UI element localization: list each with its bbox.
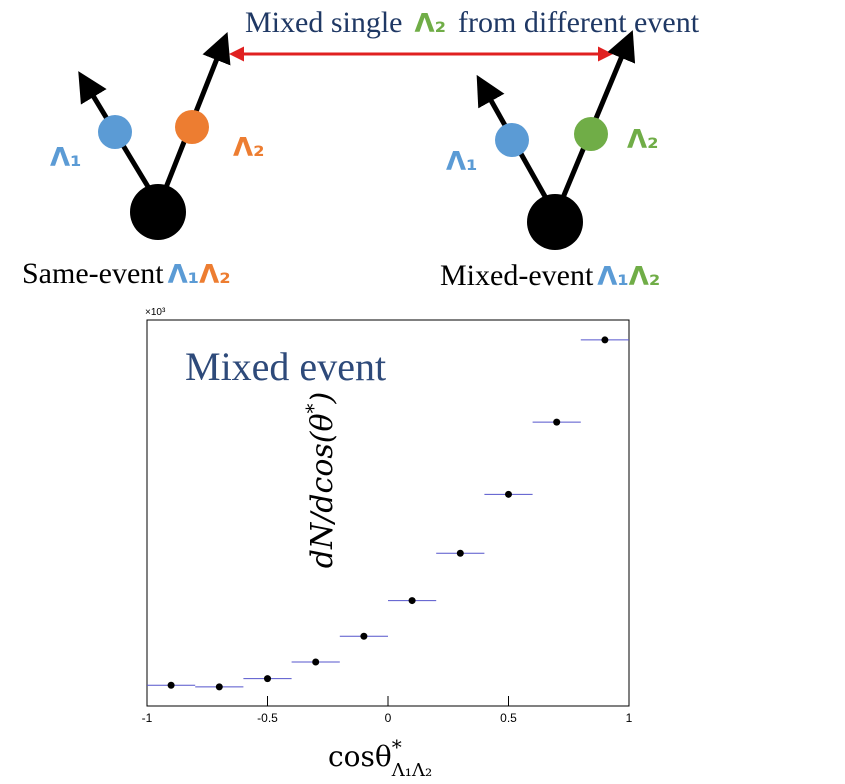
xlabel-part: * — [392, 735, 402, 759]
diagram: Mixed single Λ₂ from different event Λ₁ Λ₂… — [22, 6, 700, 292]
lambda1 — [495, 123, 529, 157]
lambda2 — [175, 110, 209, 144]
bin-marker — [505, 490, 512, 498]
bin-marker — [360, 632, 368, 640]
ylabel-part: * — [301, 403, 325, 413]
caption-text: Mixed-event — [440, 259, 594, 292]
bin-marker — [215, 683, 223, 691]
pair: Λ₁ — [168, 260, 200, 290]
bin-marker — [312, 658, 320, 666]
top-lambda: Λ₂ — [415, 9, 447, 39]
bin-marker — [456, 549, 464, 557]
lambda2 — [574, 117, 608, 151]
caption: Same-event Λ₁Λ₂ — [22, 257, 231, 290]
vertex — [527, 194, 583, 250]
pair: Λ₂ — [199, 260, 231, 290]
bin-marker — [264, 675, 271, 683]
x-tick-label: 0 — [385, 711, 392, 725]
x-tick-label: 0.5 — [500, 711, 517, 725]
pair: Λ₂ — [629, 262, 661, 292]
mixed-event: Λ₁ Λ₂ Mixed-event Λ₁Λ₂ — [440, 30, 660, 292]
x-axis-label: cosθ* Λ₁Λ₂ — [328, 735, 432, 781]
bin-marker — [601, 336, 609, 344]
scale-label: ×10³ — [145, 307, 166, 318]
chart-title: Mixed event — [185, 344, 386, 389]
pair: Λ₁ — [597, 262, 629, 292]
ylabel-part: dN/dcos(θ — [305, 413, 340, 568]
x-tick-label: -1 — [142, 711, 153, 725]
bin-marker — [167, 681, 175, 689]
lambda-label: Λ₂ — [627, 125, 659, 155]
bin-marker — [408, 597, 416, 605]
vertex — [130, 184, 186, 240]
lambda1 — [98, 115, 132, 149]
caption: Mixed-event Λ₁Λ₂ — [440, 259, 660, 292]
ylabel-part: ) — [305, 392, 340, 405]
bin-marker — [553, 418, 561, 426]
chart: ×10³ Mixed event dN/dcos(θ*) cosθ* Λ₁Λ₂ -… — [142, 307, 633, 781]
lambda-label: Λ₂ — [233, 133, 265, 163]
xlabel-part: cosθ — [328, 740, 392, 773]
caption-text: Same-event — [22, 257, 164, 290]
top-text: from different event — [458, 6, 700, 39]
top-label: Mixed single Λ₂ from different event — [245, 6, 700, 39]
same-event: Λ₁ Λ₂ Same-event Λ₁Λ₂ — [22, 32, 265, 290]
y-axis-label: dN/dcos(θ*) — [301, 392, 340, 569]
x-tick-label: -0.5 — [257, 711, 278, 725]
lambda-label: Λ₁ — [50, 143, 82, 173]
lambda-label: Λ₁ — [446, 147, 478, 177]
top-text: Mixed single — [245, 6, 403, 39]
x-tick-label: 1 — [626, 711, 633, 725]
xlabel-part: Λ₁Λ₂ — [391, 760, 432, 781]
